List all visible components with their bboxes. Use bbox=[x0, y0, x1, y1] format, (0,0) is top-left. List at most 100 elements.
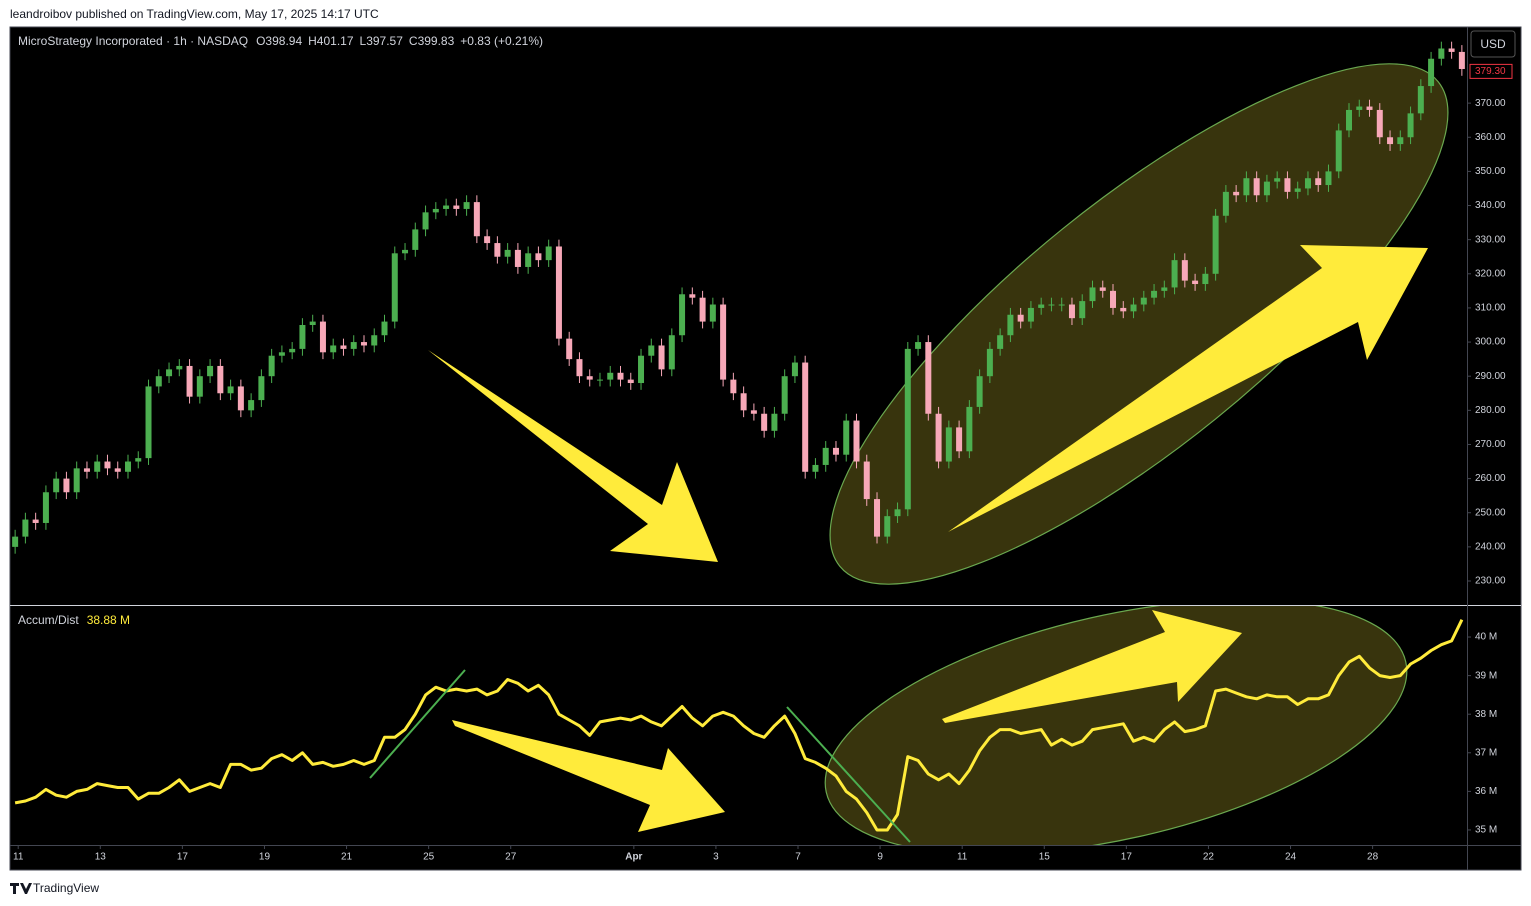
candle-body bbox=[638, 355, 645, 384]
indicator-line bbox=[14, 619, 1464, 832]
candle-body bbox=[945, 427, 952, 462]
candle-body bbox=[114, 468, 121, 472]
candle-body bbox=[791, 362, 798, 377]
candle-body bbox=[1151, 290, 1158, 298]
y-tick-label: 250.00 bbox=[1475, 507, 1506, 518]
ohlc-label: O398.94 bbox=[256, 34, 302, 48]
candle-body bbox=[1284, 178, 1291, 192]
candle-body bbox=[104, 461, 111, 469]
candle-body bbox=[1171, 260, 1178, 288]
y-tick-label: 350.00 bbox=[1475, 166, 1506, 177]
candle-body bbox=[237, 386, 244, 411]
candle-body bbox=[925, 342, 932, 414]
candle-body bbox=[1243, 178, 1250, 196]
x-tick-label: 9 bbox=[877, 852, 883, 863]
candle-body bbox=[884, 516, 891, 537]
candle-body bbox=[289, 348, 296, 353]
x-tick-label: 27 bbox=[505, 852, 517, 863]
candle-body bbox=[299, 324, 306, 349]
candle-body bbox=[1212, 215, 1219, 274]
candle-body bbox=[1130, 304, 1137, 312]
candle-body bbox=[627, 379, 634, 384]
candle-body bbox=[381, 321, 388, 336]
candle-body bbox=[258, 376, 265, 401]
x-tick-label: Apr bbox=[625, 852, 642, 863]
candle-body bbox=[843, 420, 850, 455]
y-tick-label: 340.00 bbox=[1475, 200, 1506, 211]
candle-body bbox=[1407, 113, 1414, 138]
candle-body bbox=[155, 376, 162, 387]
candle-body bbox=[822, 447, 829, 465]
indicator-title: Accum/Dist 38.88 M bbox=[18, 613, 130, 627]
ohlc-label: H401.17 bbox=[308, 34, 354, 48]
candle-body bbox=[607, 372, 614, 380]
candle-body bbox=[473, 202, 480, 237]
candle-body bbox=[1017, 314, 1024, 322]
candle-body bbox=[248, 400, 255, 411]
candle-body bbox=[1181, 260, 1188, 281]
y-tick-label: 35 M bbox=[1475, 825, 1497, 836]
candle-body bbox=[1038, 304, 1045, 308]
candle-body bbox=[360, 342, 367, 346]
y-tick-label: 230.00 bbox=[1475, 576, 1506, 587]
y-tick-label: 320.00 bbox=[1475, 268, 1506, 279]
candle-body bbox=[699, 297, 706, 322]
candle-body bbox=[1417, 86, 1424, 114]
candle-body bbox=[1233, 191, 1240, 196]
candle-body bbox=[63, 478, 70, 493]
candle-body bbox=[1048, 304, 1055, 306]
trend-line bbox=[369, 669, 466, 779]
candle-body bbox=[422, 212, 429, 230]
candle-body bbox=[1304, 178, 1311, 189]
candle-body bbox=[73, 468, 80, 493]
candle-body bbox=[1315, 178, 1322, 186]
candle-body bbox=[1007, 314, 1014, 336]
currency-label[interactable]: USD bbox=[1480, 37, 1506, 51]
arrow-up bbox=[942, 610, 1242, 723]
indicator-pane bbox=[14, 606, 1464, 845]
y-tick-label: 36 M bbox=[1475, 786, 1497, 797]
candle-body bbox=[1356, 106, 1363, 110]
change-label: +0.83 (+0.21%) bbox=[460, 34, 543, 48]
trend-line bbox=[786, 706, 911, 843]
candle-body bbox=[658, 345, 665, 370]
candle-body bbox=[278, 352, 285, 356]
candle-body bbox=[586, 376, 593, 380]
candle-body bbox=[1448, 48, 1455, 52]
candle-body bbox=[1192, 280, 1199, 285]
candle-body bbox=[1222, 191, 1229, 216]
candle-body bbox=[555, 246, 562, 339]
candle-body bbox=[750, 410, 757, 414]
currency-button[interactable] bbox=[1470, 30, 1516, 58]
y-tick-label: 370.00 bbox=[1475, 98, 1506, 109]
x-tick-label: 28 bbox=[1367, 852, 1379, 863]
candle-body bbox=[617, 372, 624, 380]
y-tick-label: 39 M bbox=[1475, 670, 1497, 681]
candle-body bbox=[453, 205, 460, 209]
candle-body bbox=[494, 243, 501, 257]
candle-body bbox=[1058, 304, 1065, 306]
y-tick-label: 310.00 bbox=[1475, 303, 1506, 314]
y-tick-label: 300.00 bbox=[1475, 337, 1506, 348]
price-pane bbox=[12, 41, 1465, 585]
candle-body bbox=[319, 321, 326, 353]
candle-body bbox=[1068, 304, 1075, 319]
ohlc-label: C399.83 bbox=[409, 34, 455, 48]
candle-body bbox=[1274, 178, 1281, 182]
arrow-down bbox=[428, 350, 718, 562]
x-tick-label: 7 bbox=[795, 852, 801, 863]
candle-body bbox=[463, 202, 470, 209]
y-tick-label: 270.00 bbox=[1475, 439, 1506, 450]
symbol-header: MicroStrategy Incorporated · 1h · NASDAQ… bbox=[18, 34, 543, 48]
published-note: leandroibov published on TradingView.com… bbox=[10, 7, 379, 21]
x-tick-label: 21 bbox=[341, 852, 353, 863]
arrow-down bbox=[452, 720, 725, 832]
candle-body bbox=[535, 253, 542, 261]
candle-body bbox=[802, 362, 809, 472]
candle-body bbox=[576, 359, 583, 377]
candle-body bbox=[740, 393, 747, 411]
x-tick-label: 13 bbox=[95, 852, 107, 863]
y-tick-label: 240.00 bbox=[1475, 542, 1506, 553]
candle-body bbox=[1120, 307, 1127, 312]
